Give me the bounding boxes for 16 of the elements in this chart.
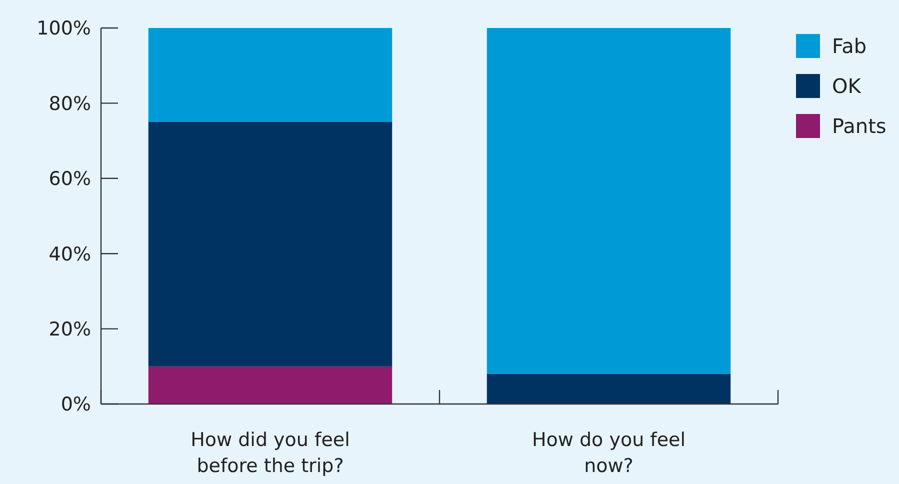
y-tick-label: 80% [48, 92, 91, 115]
y-tick-label: 60% [48, 168, 91, 190]
legend-label: OK [832, 74, 862, 98]
bar [148, 366, 392, 404]
legend-label: Fab [832, 34, 867, 58]
x-tick-label: How do you feel now? [532, 429, 686, 477]
x-tick-label: How did you feel before the trip? [190, 429, 350, 477]
legend-label: Pants [832, 114, 886, 138]
y-tick-label: 20% [48, 318, 91, 340]
bar [486, 374, 731, 404]
y-tick-label: 0% [60, 394, 91, 416]
bar [148, 122, 392, 366]
y-tick-label: 100% [36, 18, 91, 40]
bar [148, 28, 392, 122]
y-tick-label: 40% [48, 243, 91, 266]
bar [486, 28, 731, 374]
